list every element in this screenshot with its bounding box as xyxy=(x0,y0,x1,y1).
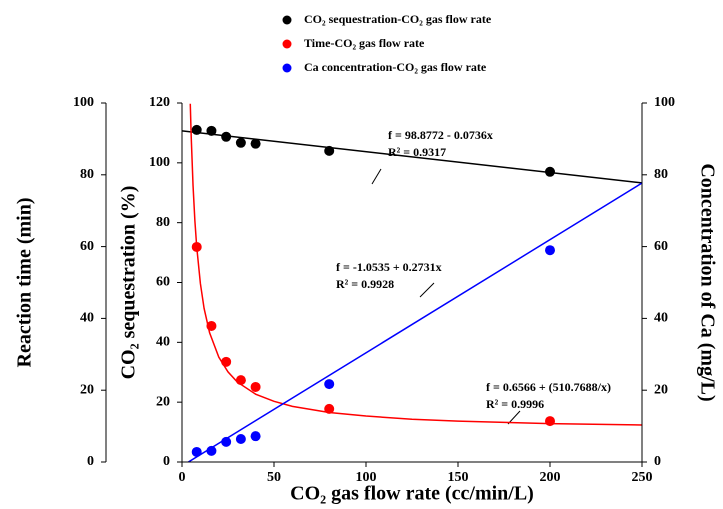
x-tick-label: 250 xyxy=(632,470,653,485)
x-tick-label: 200 xyxy=(540,470,561,485)
y-tick-label: 100 xyxy=(73,95,94,110)
y-axis-title: Reaction time (min) xyxy=(14,198,36,368)
x-tick-label: 0 xyxy=(179,470,186,485)
x-tick-label: 100 xyxy=(356,470,377,485)
fit-line xyxy=(186,182,642,462)
point xyxy=(545,245,555,256)
y-tick-label: 40 xyxy=(156,335,170,350)
y-tick-label: 100 xyxy=(149,155,170,170)
y-tick-label: 20 xyxy=(654,382,668,397)
point xyxy=(545,166,555,177)
legend-label: CO₂ sequestration-CO₂ gas flow rate xyxy=(304,12,492,26)
point xyxy=(250,138,261,149)
y-tick-label: 40 xyxy=(80,311,94,326)
point xyxy=(221,356,232,367)
y-tick-label: 20 xyxy=(80,382,94,397)
y-tick-label: 60 xyxy=(654,239,668,254)
point xyxy=(206,445,217,456)
y-tick-label: 40 xyxy=(654,311,668,326)
fit-line xyxy=(182,130,642,184)
y-tick-label: 0 xyxy=(87,454,94,469)
y-axis-title: Concentration of Ca (mg/L) xyxy=(696,163,718,401)
point xyxy=(191,446,202,457)
leader xyxy=(419,282,435,298)
point xyxy=(235,375,246,386)
legend-marker xyxy=(282,39,292,49)
fit-r2: R² = 0.9928 xyxy=(336,277,394,291)
legend-label: Time-CO₂ gas flow rate xyxy=(304,36,425,50)
point xyxy=(324,145,335,156)
point xyxy=(191,124,202,135)
point xyxy=(206,320,217,331)
x-tick-label: 150 xyxy=(448,470,469,485)
y-tick-label: 120 xyxy=(149,95,170,110)
y-tick-label: 60 xyxy=(80,239,94,254)
plot-area xyxy=(182,103,642,462)
point xyxy=(235,137,246,148)
fit-equation: f = -1.0535 + 0.2731x xyxy=(336,260,442,274)
y-tick-label: 60 xyxy=(156,275,170,290)
legend-marker xyxy=(282,15,292,25)
fit-line xyxy=(189,103,642,426)
y-axis-title: CO₂ sequestration (%) xyxy=(118,186,140,380)
point xyxy=(206,125,217,136)
y-tick-label: 0 xyxy=(654,454,661,469)
y-tick-label: 0 xyxy=(163,454,170,469)
x-tick-label: 50 xyxy=(267,470,281,485)
y-tick-label: 80 xyxy=(156,215,170,230)
fit-r2: R² = 0.9317 xyxy=(388,145,446,159)
point xyxy=(221,131,232,142)
y-tick-label: 80 xyxy=(654,167,668,182)
point xyxy=(191,241,202,252)
legend-marker xyxy=(282,63,292,73)
fit-equation: f = 0.6566 + (510.7688/x) xyxy=(486,380,611,394)
point xyxy=(250,431,261,442)
point xyxy=(324,379,335,390)
fit-equation: f = 98.8772 - 0.0736x xyxy=(388,128,493,142)
legend-label: Ca concentration-CO₂ gas flow rate xyxy=(304,60,487,74)
y-tick-label: 100 xyxy=(654,95,675,110)
point xyxy=(250,381,261,392)
point xyxy=(235,434,246,445)
point xyxy=(221,436,232,447)
leader xyxy=(371,168,382,185)
point xyxy=(545,416,555,427)
y-tick-label: 20 xyxy=(156,394,170,409)
fit-r2: R² = 0.9996 xyxy=(486,397,544,411)
x-axis-title: CO₂ gas flow rate (cc/min/L) xyxy=(290,483,534,505)
y-tick-label: 80 xyxy=(80,167,94,182)
point xyxy=(324,403,335,414)
